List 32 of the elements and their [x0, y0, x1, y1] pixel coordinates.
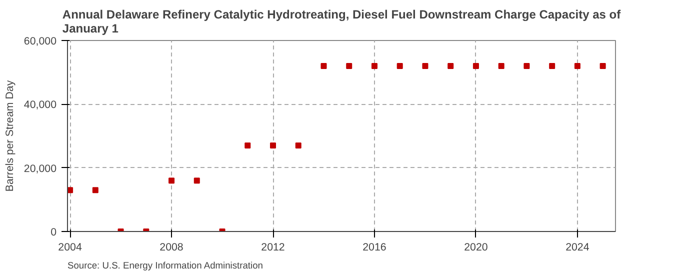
point [168, 178, 175, 184]
point [270, 142, 276, 149]
y-tick-label: 20,000 [24, 162, 57, 175]
point [549, 62, 556, 69]
y-tick-label: 40,000 [24, 99, 57, 112]
point [448, 62, 454, 69]
x-tick-label: 2004 [58, 242, 82, 254]
point [92, 187, 98, 194]
x-tick-label: 2012 [261, 242, 285, 254]
point [346, 62, 352, 69]
y-tick-label: 60,000 [24, 36, 57, 48]
x-tick-label: 2016 [362, 242, 386, 254]
x-tick-label: 2020 [464, 242, 488, 254]
point [244, 142, 251, 149]
point [422, 62, 428, 69]
point [472, 62, 479, 69]
point [396, 62, 403, 69]
x-tick-label: 2024 [566, 242, 590, 254]
chart-title: Annual Delaware Refinery Catalytic Hydrotreating, Diesel Fuel Downstream Charge Capacity as of January 1 [62, 8, 622, 36]
point [68, 187, 74, 194]
source-note: Source: U.S. Energy Information Administration [68, 260, 263, 270]
point [498, 62, 504, 69]
point [574, 62, 580, 69]
point [371, 62, 378, 69]
point [194, 178, 200, 184]
y-axis-title: Barrels per Stream Day [4, 80, 16, 192]
point [524, 62, 530, 69]
y-tick-label: 0 [50, 226, 57, 238]
point [600, 62, 606, 69]
point [320, 62, 327, 69]
x-tick-label: 2008 [160, 242, 184, 254]
point [295, 142, 302, 149]
